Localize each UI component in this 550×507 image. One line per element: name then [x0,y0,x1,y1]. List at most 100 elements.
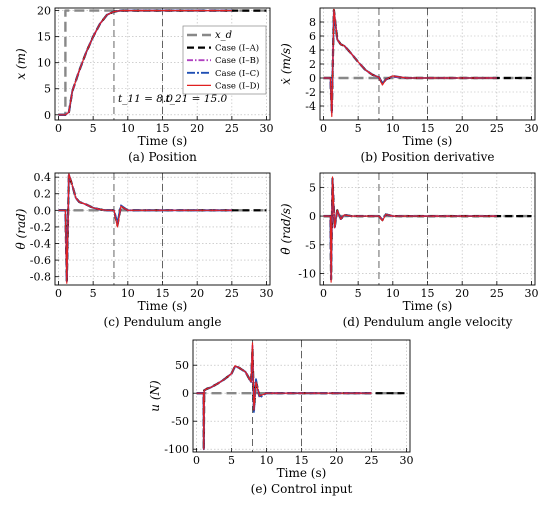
legend-label: Case (I–D) [215,80,260,91]
y-tick-label: -5 [305,239,316,252]
series-line-case-i-b- [323,177,497,281]
y-tick-label: 4 [309,44,316,57]
series-line-case-i-d- [323,176,497,283]
series-line-case-i-c- [58,173,232,282]
series-group [323,176,532,283]
x-axis-label: Time (s) [403,299,453,313]
x-tick-label: 10 [386,122,400,135]
y-tick-label: 0 [44,109,51,122]
series-group [196,342,407,451]
panel-caption: (a) Position [128,150,197,164]
series-line-case-i-b- [323,9,497,114]
plot-frame [54,7,271,121]
x-tick-label: 20 [455,122,469,135]
series-line-case-i-b- [196,344,372,451]
x-tick-label: 20 [455,287,469,300]
panel-caption: (c) Pendulum angle [104,315,222,329]
y-tick-label: -0.2 [30,221,51,234]
x-tick-label: 25 [225,122,239,135]
legend-label: Case (I–A) [215,43,259,54]
y-tick-label: 50 [175,359,189,372]
x-tick-label: 0 [320,122,327,135]
x-tick-label: 10 [121,287,135,300]
x-tick-label: 5 [90,287,97,300]
x-tick-label: 10 [386,287,400,300]
chart-panel-5: 0 5 10 15 20 25 30 -100 -50 0 50 Time (s) u (N) (e) C… [148,339,414,496]
y-axis-label: θ̇ (rad/s) [279,203,293,254]
x-tick-label: 5 [90,122,97,135]
series-line-case-i-b- [58,173,232,282]
time-annotation-2: t_21 = 15.0 [166,93,228,105]
y-axis-label: θ (rad) [14,208,28,249]
series-line-case-i-c- [323,177,497,281]
x-tick-label: 20 [190,287,204,300]
x-tick-label: 25 [490,122,504,135]
y-tick-label: 0 [182,387,189,400]
x-tick-label: 0 [320,287,327,300]
x-tick-label: 15 [421,287,435,300]
panel-caption: (b) Position derivative [361,150,495,164]
x-tick-label: 30 [260,287,274,300]
plot-frame [319,172,536,286]
y-tick-label: -100 [164,443,189,456]
x-axis-label: Time (s) [138,299,188,313]
y-tick-label: 10 [37,57,51,70]
series-group [323,8,532,118]
y-tick-label: 15 [37,31,51,44]
y-tick-label: 0 [309,210,316,223]
legend-label: Case (I–C) [215,68,259,79]
y-tick-label: -0.8 [30,271,51,284]
legend-label: x_d [215,30,232,41]
x-tick-label: 20 [190,122,204,135]
series-group [58,173,267,284]
series-line-case-i-c- [323,9,497,114]
series-line-case-i-d- [58,10,232,116]
plot-frame [192,339,411,453]
series-group [58,9,267,117]
chart-panel-3: 0 5 10 15 20 25 30 -0.8 -0.6 -0.4 -0.2 0.0 0.2 0.4 Tim… [14,171,274,329]
chart-panel-4: 0 5 10 15 20 25 30 -10 -5 0 5 Time (s) θ̇ (rad/s) (d)… [279,172,539,329]
y-tick-label: 0.2 [34,188,52,201]
y-tick-label: -4 [305,100,316,113]
y-tick-label: -10 [298,268,316,281]
x-tick-label: 10 [121,122,135,135]
series-line-case-i-d- [58,173,232,284]
plot-frame [54,172,271,286]
x-tick-label: 5 [355,287,362,300]
x-tick-label: 25 [365,454,379,467]
x-tick-label: 0 [55,122,62,135]
legend-label: Case (I–B) [215,55,259,66]
series-line-case-i-d- [323,8,497,118]
x-tick-label: 30 [260,122,274,135]
y-tick-label: -0.4 [30,238,51,251]
x-tick-label: 0 [55,287,62,300]
x-tick-label: 15 [421,122,435,135]
y-axis-label: x (m) [14,48,28,80]
time-annotation-1: t_11 = 8.0 [118,93,173,105]
x-tick-label: 5 [355,122,362,135]
x-tick-label: 20 [330,454,344,467]
x-axis-label: Time (s) [138,134,188,148]
x-tick-label: 10 [260,454,274,467]
y-tick-label: 2 [309,58,316,71]
x-tick-label: 25 [490,287,504,300]
y-tick-label: 0.4 [34,171,52,184]
y-axis-label: u (N) [148,380,162,412]
x-tick-label: 5 [228,454,235,467]
panel-caption: (e) Control input [251,482,353,496]
y-tick-label: 5 [309,181,316,194]
legend-box [182,25,267,95]
y-tick-label: 0.0 [34,204,52,217]
x-axis-label: Time (s) [277,466,327,480]
y-tick-label: -0.6 [30,254,51,267]
x-axis-label: Time (s) [403,134,453,148]
y-tick-label: 20 [37,5,51,18]
y-tick-label: 0 [309,72,316,85]
x-tick-label: 30 [525,122,539,135]
x-tick-label: 15 [295,454,309,467]
x-tick-label: 15 [156,122,170,135]
x-tick-label: 30 [525,287,539,300]
